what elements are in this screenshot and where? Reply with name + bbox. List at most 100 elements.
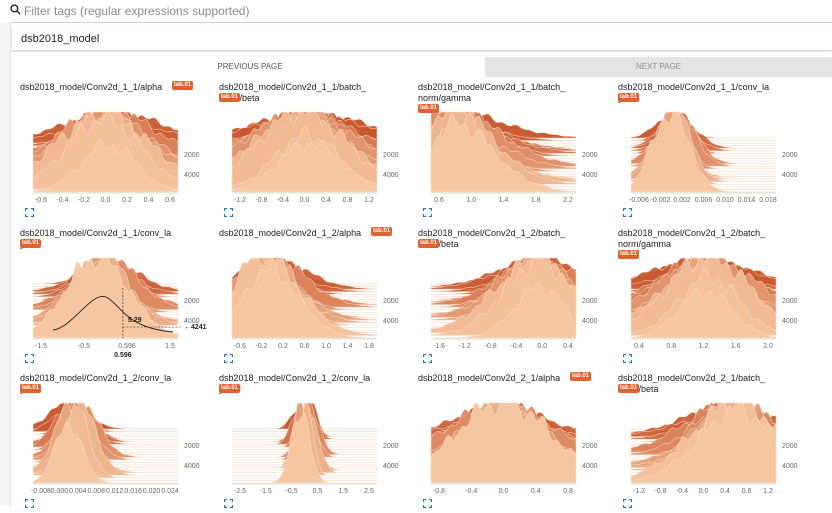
x-tick-label: -0.4 bbox=[277, 197, 289, 204]
previous-page-button[interactable]: PREVIOUS PAGE bbox=[15, 57, 485, 77]
x-tick-label: 1.4 bbox=[343, 343, 353, 350]
tag-filter-bar bbox=[0, 0, 832, 23]
expand-icon[interactable] bbox=[224, 499, 233, 508]
x-tick-label: 0.002 bbox=[673, 197, 691, 204]
expand-icon[interactable] bbox=[25, 354, 34, 363]
sidebar-edge bbox=[0, 22, 11, 506]
x-tick-label: 0.8 bbox=[343, 197, 353, 204]
x-tick-label: -0.8 bbox=[255, 197, 267, 204]
expand-icon[interactable] bbox=[423, 354, 432, 363]
x-tick-label: 0.0 bbox=[499, 488, 509, 495]
x-tick-label: -0.8 bbox=[654, 488, 666, 495]
x-tick-label: -1.5 bbox=[35, 343, 47, 350]
next-page-button[interactable]: NEXT PAGE bbox=[485, 57, 832, 77]
tag-filter-input[interactable] bbox=[24, 2, 804, 19]
x-tick-label: -0.4 bbox=[676, 488, 688, 495]
y-tick-label: 2000 bbox=[184, 298, 200, 305]
expand-icon[interactable] bbox=[224, 354, 233, 363]
x-tick-label: -2.5 bbox=[234, 488, 246, 495]
y-tick-label: 2000 bbox=[184, 152, 200, 159]
x-tick-label: 0.8 bbox=[563, 488, 573, 495]
x-tick-label: 2.5 bbox=[364, 488, 374, 495]
histogram-card: -0.006 -0.002 0.002 0.006 0.010 0.014 0.018 200… bbox=[611, 82, 807, 222]
card-title: dsb2018_model/Conv2d_2_1/batch_norm/beta bbox=[618, 373, 766, 394]
histogram-card: 0.6 1.0 1.4 1.8 2.2 2000 4000 dsb2018_model/Con… bbox=[411, 82, 607, 222]
tag-group-header[interactable]: dsb2018_model bbox=[12, 28, 832, 50]
card-title: dsb2018_model/Conv2d_1_1/batch_norm/beta bbox=[219, 82, 367, 103]
x-tick-label: 0.2 bbox=[278, 343, 288, 350]
expand-icon[interactable] bbox=[623, 499, 632, 508]
x-tick-label: 0.4 bbox=[720, 488, 730, 495]
x-tick-label: -0.008 bbox=[31, 488, 51, 495]
x-tick-label: 1.5 bbox=[338, 488, 348, 495]
histogram-card: -1.5 -0.5 0.596 1.5 2000 4000 5.29 ←4241 0.596 ds… bbox=[13, 228, 209, 368]
x-tick-label: 1.8 bbox=[531, 197, 541, 204]
x-tick-label: -1.6 bbox=[433, 343, 445, 350]
x-tick-label: -1.5 bbox=[260, 488, 272, 495]
x-tick-label: -1.2 bbox=[459, 343, 471, 350]
run-badge: lab.01 bbox=[371, 227, 393, 236]
x-tick-label: -0.5 bbox=[78, 343, 90, 350]
x-tick-label: 0.596 bbox=[118, 343, 136, 350]
y-tick-label: 2000 bbox=[383, 443, 399, 450]
card-title: dsb2018_model/Conv2d_1_2/batch_norm/gamm… bbox=[618, 228, 766, 249]
y-tick-label: 2000 bbox=[383, 298, 399, 305]
run-badge: lab.01 bbox=[219, 93, 241, 102]
histogram-chart: -0.008 0.000 0.004 0.008 0.012 0.016 0.020 0.02… bbox=[31, 402, 200, 495]
card-title: dsb2018_model/Conv2d_2_1/alpha bbox=[418, 373, 561, 383]
card-title: dsb2018_model/Conv2d_1_2/alpha bbox=[219, 228, 362, 238]
expand-icon[interactable] bbox=[423, 499, 432, 508]
histogram-chart: -1.2 -0.8 -0.4 0.0 0.4 0.8 1.2 2000 4000 bbox=[231, 111, 399, 204]
expand-icon[interactable] bbox=[25, 208, 34, 217]
y-tick-label: 4000 bbox=[383, 463, 399, 470]
x-tick-label: 0.024 bbox=[161, 488, 179, 495]
expand-icon[interactable] bbox=[423, 208, 432, 217]
run-badge: lab.01 bbox=[20, 384, 42, 393]
x-tick-label: 1.5 bbox=[165, 343, 175, 350]
x-tick-label: 0.6 bbox=[434, 197, 444, 204]
x-tick-label: 0.4 bbox=[144, 197, 154, 204]
x-tick-label: 0.0 bbox=[101, 197, 111, 204]
card-title: dsb2018_model/Conv2d_1_1/conv_layer/b bbox=[618, 82, 770, 103]
x-tick-label: -1.2 bbox=[234, 197, 246, 204]
x-tick-label: -0.002 bbox=[651, 197, 671, 204]
x-tick-label: 0.5 bbox=[313, 488, 323, 495]
x-tick-label: 0.4 bbox=[321, 197, 331, 204]
x-tick-label: 0.4 bbox=[634, 343, 644, 350]
y-tick-label: 2000 bbox=[184, 443, 200, 450]
x-tick-label: 0.6 bbox=[300, 343, 310, 350]
x-tick-label: 1.0 bbox=[466, 197, 476, 204]
x-tick-label: -0.8 bbox=[485, 343, 497, 350]
x-tick-label: -0.4 bbox=[510, 343, 522, 350]
x-tick-label: -0.006 bbox=[629, 197, 649, 204]
x-tick-label: 1.2 bbox=[364, 197, 374, 204]
x-tick-label: 0.6 bbox=[165, 197, 175, 204]
expand-icon[interactable] bbox=[623, 354, 632, 363]
run-badge: lab.01 bbox=[219, 384, 241, 393]
x-tick-label: -0.2 bbox=[78, 197, 90, 204]
histogram-card: -0.008 0.000 0.004 0.008 0.012 0.016 0.020 0.02… bbox=[13, 373, 209, 513]
histogram-card: 0.4 0.8 1.2 1.6 2.0 2000 4000 dsb2018_model/Con… bbox=[611, 228, 807, 368]
y-tick-label: 4000 bbox=[582, 318, 598, 325]
expand-icon[interactable] bbox=[623, 208, 632, 217]
y-tick-label: 2000 bbox=[582, 152, 598, 159]
x-tick-label: 0.8 bbox=[742, 488, 752, 495]
x-tick-label: 0.000 bbox=[51, 488, 69, 495]
x-tick-label: 1.2 bbox=[699, 343, 709, 350]
x-tick-label: 0.020 bbox=[143, 488, 161, 495]
hover-step: ←4241 bbox=[184, 324, 207, 331]
histogram-card: -1.2 -0.8 -0.4 0.0 0.4 0.8 1.2 2000 4000 dsb2018_… bbox=[611, 373, 807, 513]
card-title: dsb2018_model/Conv2d_1_2/conv_layer/w bbox=[219, 373, 371, 394]
card-title: dsb2018_model/Conv2d_1_1/conv_layer/w bbox=[20, 228, 172, 249]
card-title: dsb2018_model/Conv2d_1_1/alpha bbox=[20, 82, 163, 92]
x-tick-label: -1.2 bbox=[633, 488, 645, 495]
y-tick-label: 4000 bbox=[582, 463, 598, 470]
expand-icon[interactable] bbox=[25, 499, 34, 508]
run-badge: lab.01 bbox=[618, 93, 640, 102]
hover-x: 0.596 bbox=[114, 352, 132, 359]
card-title: dsb2018_model/Conv2d_1_1/batch_norm/gamm… bbox=[418, 82, 566, 103]
histogram-chart: 0.6 1.0 1.4 1.8 2.2 2000 4000 bbox=[430, 111, 598, 204]
search-icon bbox=[10, 4, 21, 15]
expand-icon[interactable] bbox=[224, 208, 233, 217]
y-tick-label: 4000 bbox=[782, 463, 798, 470]
